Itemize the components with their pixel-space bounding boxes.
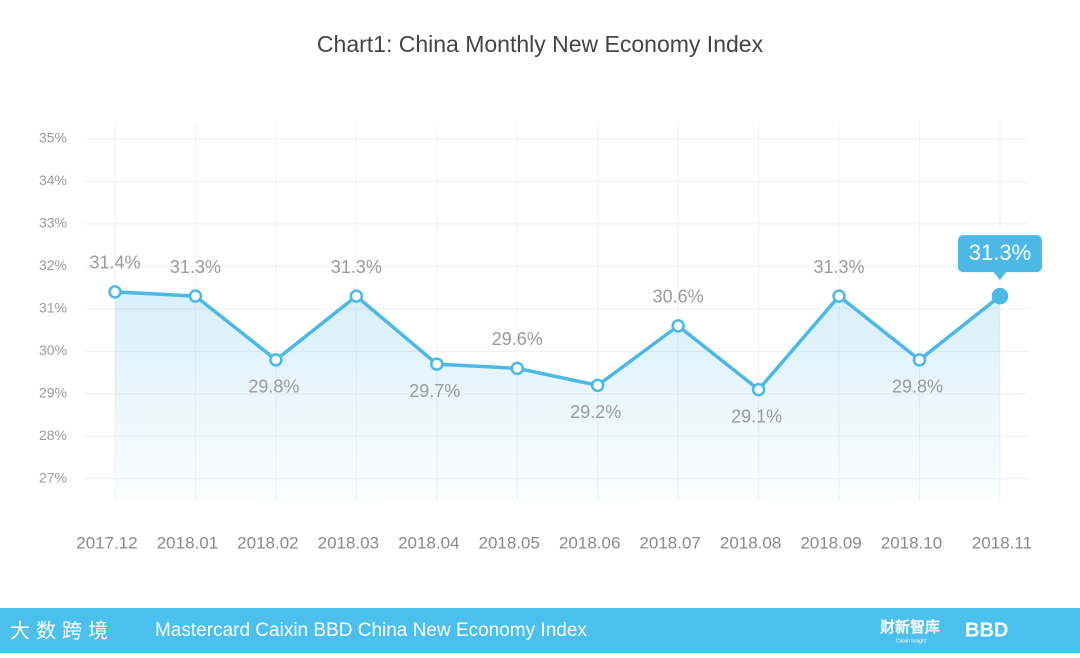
y-tick-label: 27% bbox=[39, 469, 67, 485]
left-logo: 大数跨境 bbox=[10, 619, 114, 642]
x-tick-label: 2017.12 bbox=[76, 533, 137, 552]
point bbox=[991, 287, 1009, 305]
value-label: 29.8% bbox=[248, 377, 299, 397]
value-label: 29.1% bbox=[731, 406, 782, 426]
x-tick-label: 2018.11 bbox=[972, 533, 1032, 552]
right-logo-sub: Caixin Insight bbox=[896, 638, 927, 644]
point bbox=[188, 289, 203, 303]
value-label: 31.3% bbox=[814, 257, 865, 277]
point bbox=[912, 353, 927, 367]
y-tick-label: 28% bbox=[39, 427, 67, 443]
point bbox=[430, 357, 444, 371]
point bbox=[590, 378, 605, 393]
value-label: 31.3% bbox=[170, 257, 221, 277]
y-tick-label: 34% bbox=[39, 172, 67, 188]
x-tick-label: 2018.05 bbox=[479, 533, 540, 552]
area bbox=[115, 291, 1000, 500]
point bbox=[510, 361, 524, 376]
value-label: 31.3% bbox=[969, 240, 1031, 265]
y-tick-label: 32% bbox=[39, 257, 67, 273]
x-tick-label: 2018.04 bbox=[398, 533, 459, 552]
x-tick-label: 2018.02 bbox=[237, 533, 298, 552]
y-tick-label: 30% bbox=[39, 342, 67, 358]
value-label: 29.8% bbox=[892, 377, 943, 397]
x-tick-label: 2018.09 bbox=[800, 533, 861, 552]
footer-title: Mastercard Caixin BBD China New Economy … bbox=[155, 620, 587, 641]
footer-bar bbox=[0, 608, 1080, 653]
right-logo: 财新智库 bbox=[880, 618, 940, 636]
x-tick-label: 2018.06 bbox=[559, 533, 620, 552]
value-label: 31.4% bbox=[89, 253, 140, 273]
y-tick-label: 33% bbox=[39, 215, 67, 231]
x-tick-label: 2018.01 bbox=[157, 533, 218, 552]
brand-logo: BBD bbox=[965, 619, 1008, 641]
x-tick-label: 2018.03 bbox=[318, 533, 379, 552]
point bbox=[269, 353, 283, 367]
y-tick-label: 29% bbox=[39, 385, 67, 401]
line bbox=[114, 290, 1002, 392]
x-tick-label: 2018.07 bbox=[639, 533, 700, 552]
point bbox=[751, 382, 766, 397]
point bbox=[671, 319, 685, 333]
y-tick-label: 35% bbox=[39, 130, 67, 146]
chart-title: Chart1: China Monthly New Economy Index bbox=[317, 31, 764, 57]
y-tick-label: 31% bbox=[39, 300, 67, 316]
x-tick-label: 2018.10 bbox=[881, 533, 942, 552]
value-label: 29.6% bbox=[492, 329, 543, 349]
point bbox=[108, 285, 122, 299]
callout-pointer bbox=[992, 271, 1007, 281]
value-label: 29.7% bbox=[409, 381, 460, 401]
callout-box bbox=[957, 235, 1042, 273]
point bbox=[832, 289, 846, 303]
x-tick-label: 2018.08 bbox=[720, 533, 781, 552]
value-label: 31.3% bbox=[331, 257, 382, 277]
value-label: 30.6% bbox=[653, 287, 704, 307]
value-label: 29.2% bbox=[570, 402, 621, 422]
point bbox=[349, 289, 364, 303]
